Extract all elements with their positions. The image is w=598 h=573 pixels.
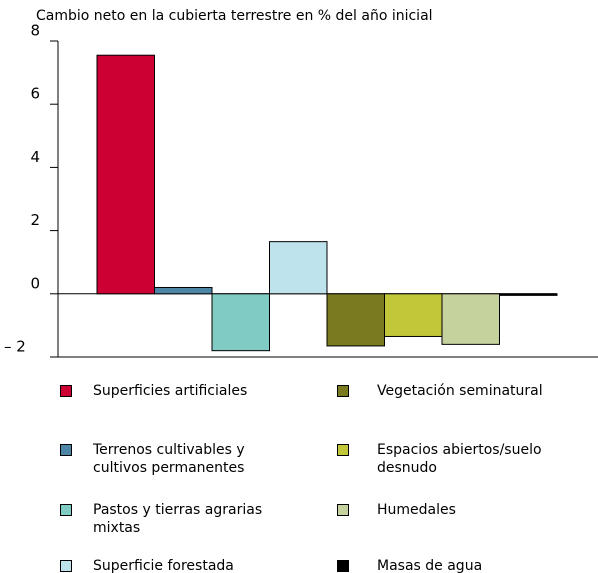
y-tick-label: 0 — [30, 274, 40, 292]
bar — [326, 293, 385, 347]
bar — [499, 293, 558, 296]
legend-swatch — [337, 504, 349, 516]
legend-label: Espacios abiertos/suelo desnudo — [377, 442, 542, 476]
legend-label: Superficie forestada — [93, 558, 234, 573]
legend-swatch — [337, 444, 349, 456]
legend-label: Masas de agua — [377, 558, 483, 573]
y-tick-label: 6 — [30, 85, 40, 103]
legend-swatch — [60, 385, 72, 397]
bar — [96, 54, 155, 295]
legend-label: Superficies artificiales — [93, 383, 248, 399]
legend-label: Terrenos cultivables y cultivos permanen… — [93, 442, 245, 476]
bar — [384, 293, 443, 337]
legend-swatch — [337, 560, 349, 572]
chart-title: Cambio neto en la cubierta terrestre en … — [36, 8, 433, 24]
legend-label: Pastos y tierras agrarias mixtas — [93, 502, 263, 536]
bar — [154, 286, 213, 295]
legend-label: Humedales — [377, 502, 456, 518]
bar — [441, 293, 500, 345]
legend-swatch — [60, 444, 72, 456]
legend-label: Vegetación seminatural — [377, 383, 543, 399]
y-tick-label: 2 — [30, 211, 40, 229]
legend-swatch — [60, 504, 72, 516]
bar — [269, 241, 328, 295]
bar — [211, 293, 270, 352]
y-tick-label: 8 — [30, 22, 40, 40]
legend-swatch — [337, 385, 349, 397]
legend-swatch — [60, 560, 72, 572]
y-tick-label: – 2 — [4, 338, 26, 356]
y-tick-label: 4 — [30, 148, 40, 166]
